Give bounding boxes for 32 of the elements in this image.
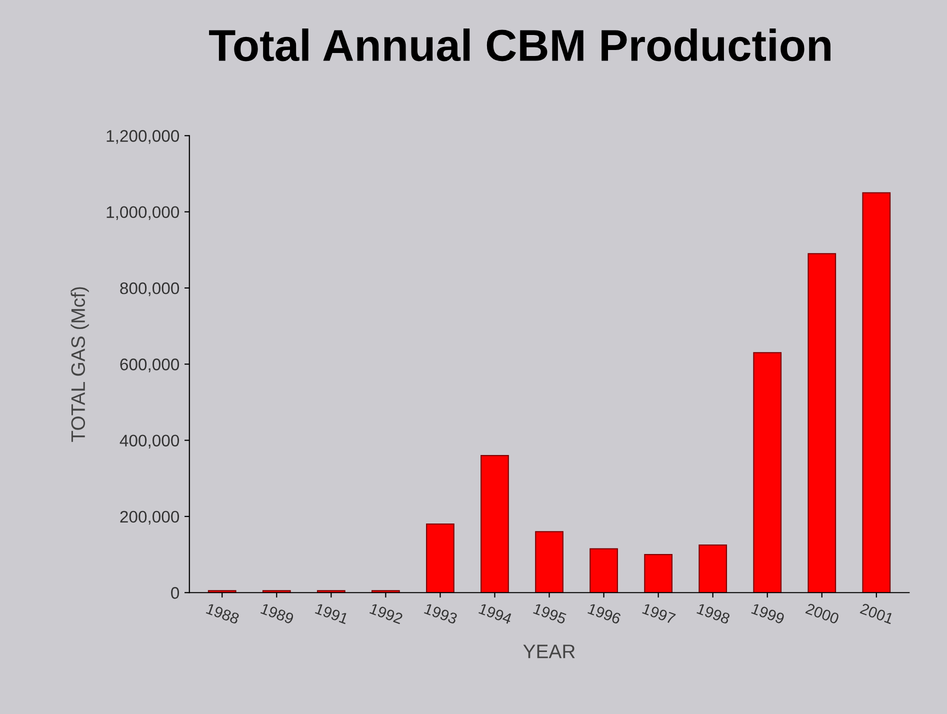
x-axis-title: YEAR <box>523 644 575 658</box>
bar <box>426 524 454 593</box>
y-tick-label: 1,200,000 <box>106 130 180 144</box>
x-tick-label: 1998 <box>696 603 730 624</box>
y-axis-title: TOTAL GAS (Mcf) <box>70 287 89 442</box>
x-tick-label: 1991 <box>314 603 349 624</box>
y-tick-label: 400,000 <box>120 434 180 448</box>
x-tick-label: 1995 <box>532 603 567 624</box>
x-tick-label: 1997 <box>642 603 676 624</box>
y-tick-label: 200,000 <box>120 510 180 525</box>
x-tick-label: 2000 <box>805 602 840 624</box>
x-tick-label: 1996 <box>588 603 622 624</box>
chart-title: Total Annual CBM Production <box>209 28 830 62</box>
bar <box>535 531 564 593</box>
y-tick-label: 0 <box>171 587 180 599</box>
y-tick-label: 800,000 <box>120 282 180 296</box>
bar <box>698 544 728 593</box>
x-tick-label: 1993 <box>424 603 458 624</box>
x-tick-label: 1992 <box>369 603 404 624</box>
bar <box>644 554 672 593</box>
bar <box>753 352 782 593</box>
x-tick-label: 2001 <box>860 602 894 624</box>
x-tick-label: 1988 <box>206 603 240 624</box>
bar <box>862 192 891 593</box>
y-tick-label: 1,000,000 <box>106 206 180 220</box>
bar <box>590 548 618 593</box>
y-tick-label: 600,000 <box>120 358 180 372</box>
x-tick-label: 1999 <box>751 603 785 624</box>
bar <box>480 454 509 593</box>
bar <box>808 253 836 593</box>
x-tick-label: 1989 <box>260 603 294 624</box>
x-tick-label: 1994 <box>478 603 513 624</box>
